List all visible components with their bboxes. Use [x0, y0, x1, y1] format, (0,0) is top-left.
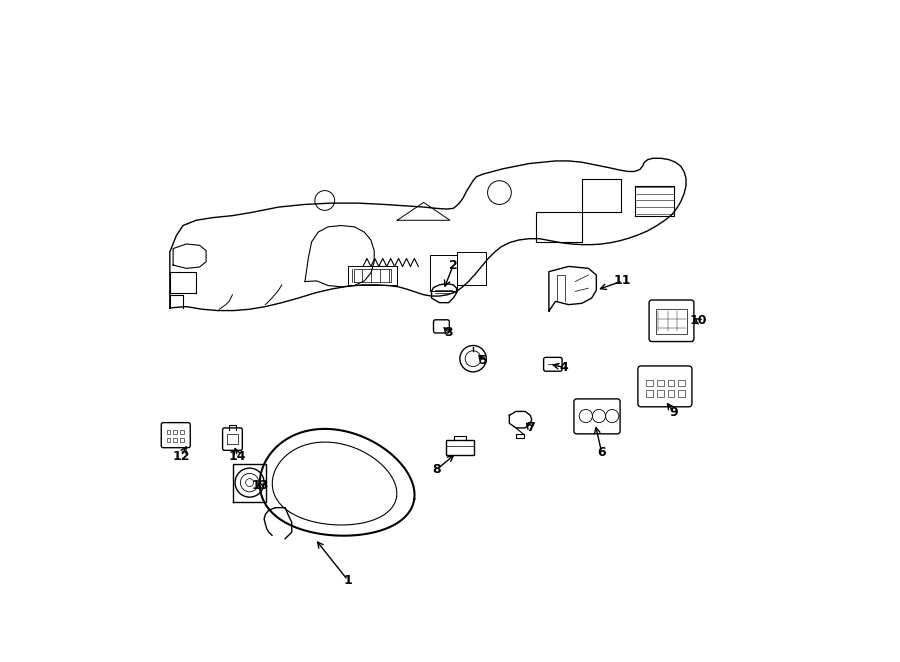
Text: 8: 8 — [433, 463, 441, 476]
Text: 6: 6 — [598, 446, 606, 459]
Text: 3: 3 — [445, 326, 453, 340]
Bar — [166, 430, 170, 434]
Bar — [656, 308, 688, 334]
Text: 11: 11 — [614, 275, 632, 287]
Text: 7: 7 — [526, 422, 535, 434]
Text: 10: 10 — [689, 314, 706, 327]
Bar — [668, 380, 674, 387]
Text: 12: 12 — [172, 449, 190, 463]
Bar — [678, 391, 685, 397]
Bar — [678, 380, 685, 387]
Bar — [668, 391, 674, 397]
Text: 5: 5 — [479, 354, 487, 367]
Text: 13: 13 — [251, 479, 269, 493]
Text: 1: 1 — [344, 574, 352, 587]
Bar — [446, 440, 473, 455]
Text: 14: 14 — [229, 449, 247, 463]
Text: 9: 9 — [670, 406, 679, 419]
Bar — [166, 438, 170, 442]
Bar — [657, 391, 663, 397]
Bar — [646, 380, 653, 387]
Text: 2: 2 — [449, 259, 458, 271]
Bar — [657, 380, 663, 387]
Bar — [173, 438, 177, 442]
Bar — [180, 438, 184, 442]
Text: 4: 4 — [559, 361, 568, 374]
Bar — [646, 391, 653, 397]
Bar — [180, 430, 184, 434]
Bar — [173, 430, 177, 434]
